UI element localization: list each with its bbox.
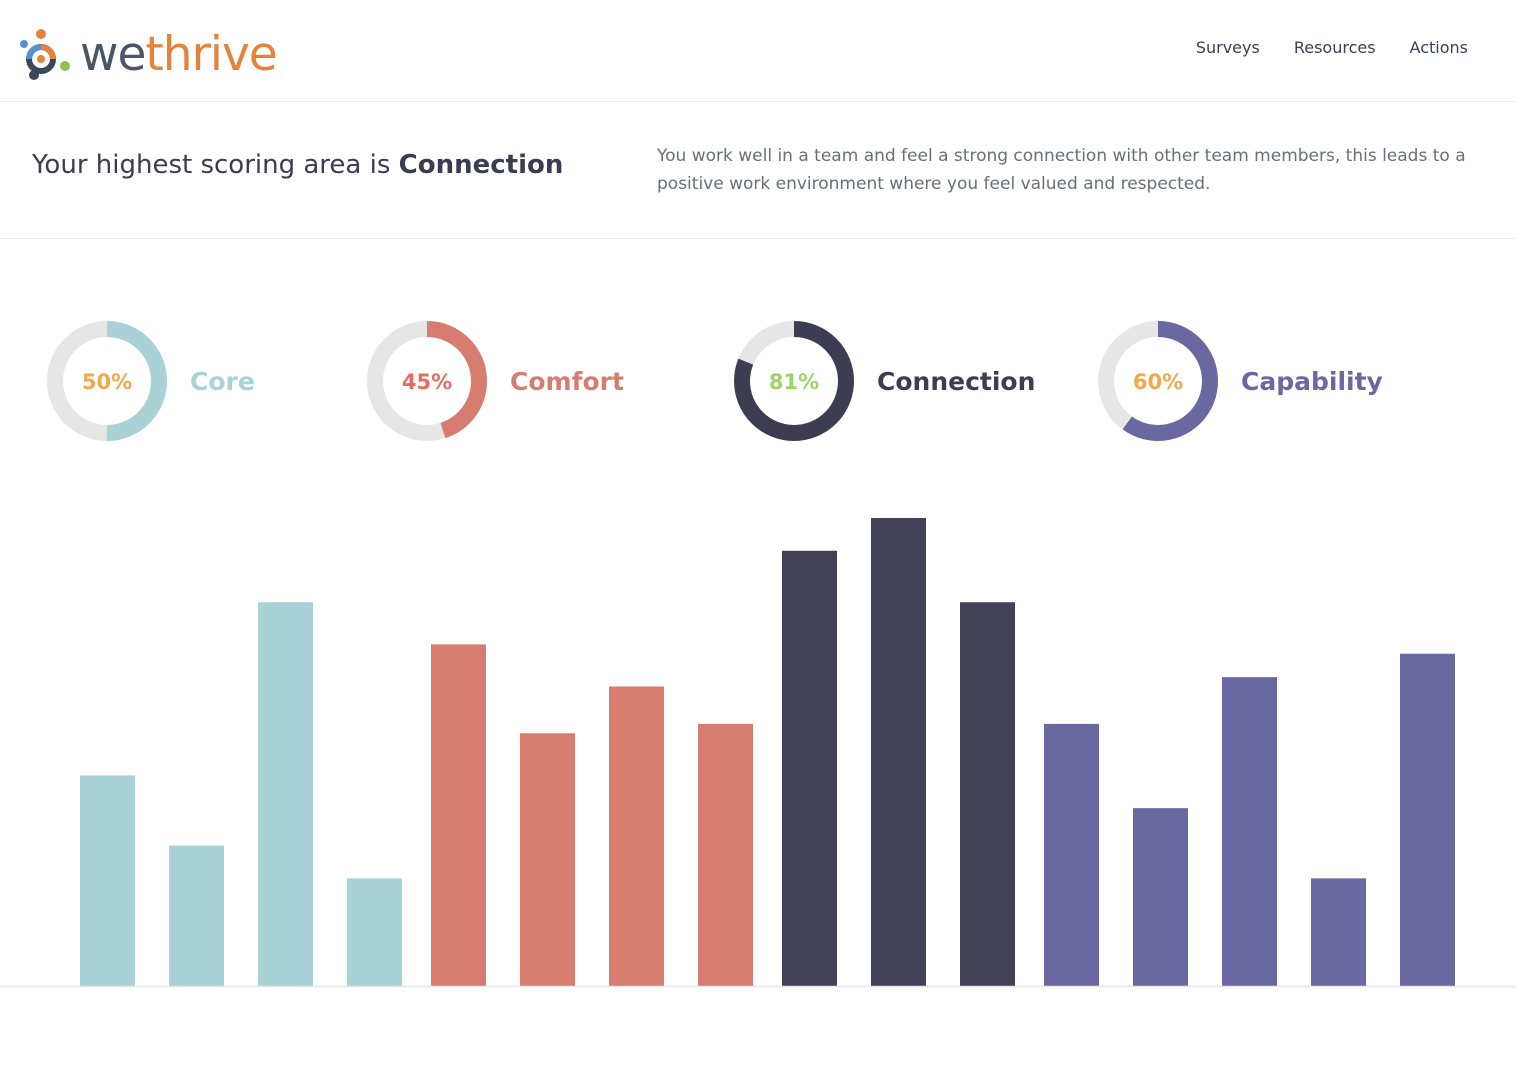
ring-progress	[367, 321, 487, 441]
score-label: Capability	[1241, 366, 1383, 396]
page-title: Your highest scoring area is Connection	[32, 150, 563, 180]
score-comfort[interactable]: 45% Comfort	[366, 316, 624, 446]
main-nav: Surveys Resources Actions	[1196, 38, 1468, 57]
bar-comfort-4[interactable]	[698, 723, 753, 986]
score-percent: 81%	[769, 370, 819, 394]
wethrive-logo[interactable]: wethrive	[18, 26, 278, 82]
ring-progress	[47, 321, 167, 441]
score-ring-connection: 81%	[734, 321, 854, 441]
score-rings: 50% Core 45% Comfort 81% Connection 60% Capabil…	[0, 316, 1516, 446]
headline-prefix: Your highest scoring area is	[32, 150, 391, 180]
bar-capability-5[interactable]	[1400, 653, 1455, 986]
summary-section: Your highest scoring area is Connection …	[0, 102, 1516, 239]
bar-core-3[interactable]	[258, 602, 313, 986]
score-label: Comfort	[510, 366, 624, 396]
score-core[interactable]: 50% Core	[46, 316, 255, 446]
bar-core-4[interactable]	[347, 878, 402, 986]
bar-comfort-2[interactable]	[520, 733, 575, 986]
ring-progress	[1098, 321, 1218, 441]
bar-capability-2[interactable]	[1133, 808, 1188, 986]
score-percent: 45%	[402, 370, 452, 394]
bar-core-2[interactable]	[169, 845, 224, 986]
score-ring-core: 50%	[47, 321, 167, 441]
nav-resources[interactable]: Resources	[1293, 38, 1376, 57]
bar-comfort-3[interactable]	[609, 686, 664, 986]
bar-connection-2[interactable]	[871, 518, 926, 986]
summary-description: You work well in a team and feel a stron…	[657, 146, 1466, 194]
score-connection[interactable]: 81% Connection	[733, 316, 1035, 446]
wethrive-logo-icon	[20, 29, 70, 80]
score-capability[interactable]: 60% Capability	[1097, 316, 1383, 446]
bar-core-1[interactable]	[80, 775, 135, 986]
score-label: Connection	[877, 366, 1036, 396]
ring-progress	[734, 321, 854, 441]
score-bar-chart	[0, 518, 1516, 988]
logo-we: we	[80, 26, 146, 82]
headline-highlight: Connection	[398, 150, 564, 180]
logo-thrive: thrive	[145, 26, 277, 82]
nav-actions[interactable]: Actions	[1409, 38, 1468, 57]
score-ring-capability: 60%	[1098, 321, 1218, 441]
logo-wordmark: wethrive	[80, 31, 278, 78]
bar-capability-4[interactable]	[1311, 878, 1366, 986]
score-percent: 50%	[82, 370, 132, 394]
bar-capability-1[interactable]	[1044, 723, 1099, 986]
score-ring-comfort: 45%	[367, 321, 487, 441]
score-percent: 60%	[1133, 370, 1183, 394]
bar-connection-3[interactable]	[960, 602, 1015, 986]
top-header: wethrive Surveys Resources Actions	[0, 0, 1516, 102]
bar-connection-1[interactable]	[782, 550, 837, 986]
bar-comfort-1[interactable]	[431, 644, 486, 986]
nav-surveys[interactable]: Surveys	[1195, 38, 1260, 57]
bar-capability-3[interactable]	[1222, 677, 1277, 986]
score-label: Core	[190, 366, 255, 396]
